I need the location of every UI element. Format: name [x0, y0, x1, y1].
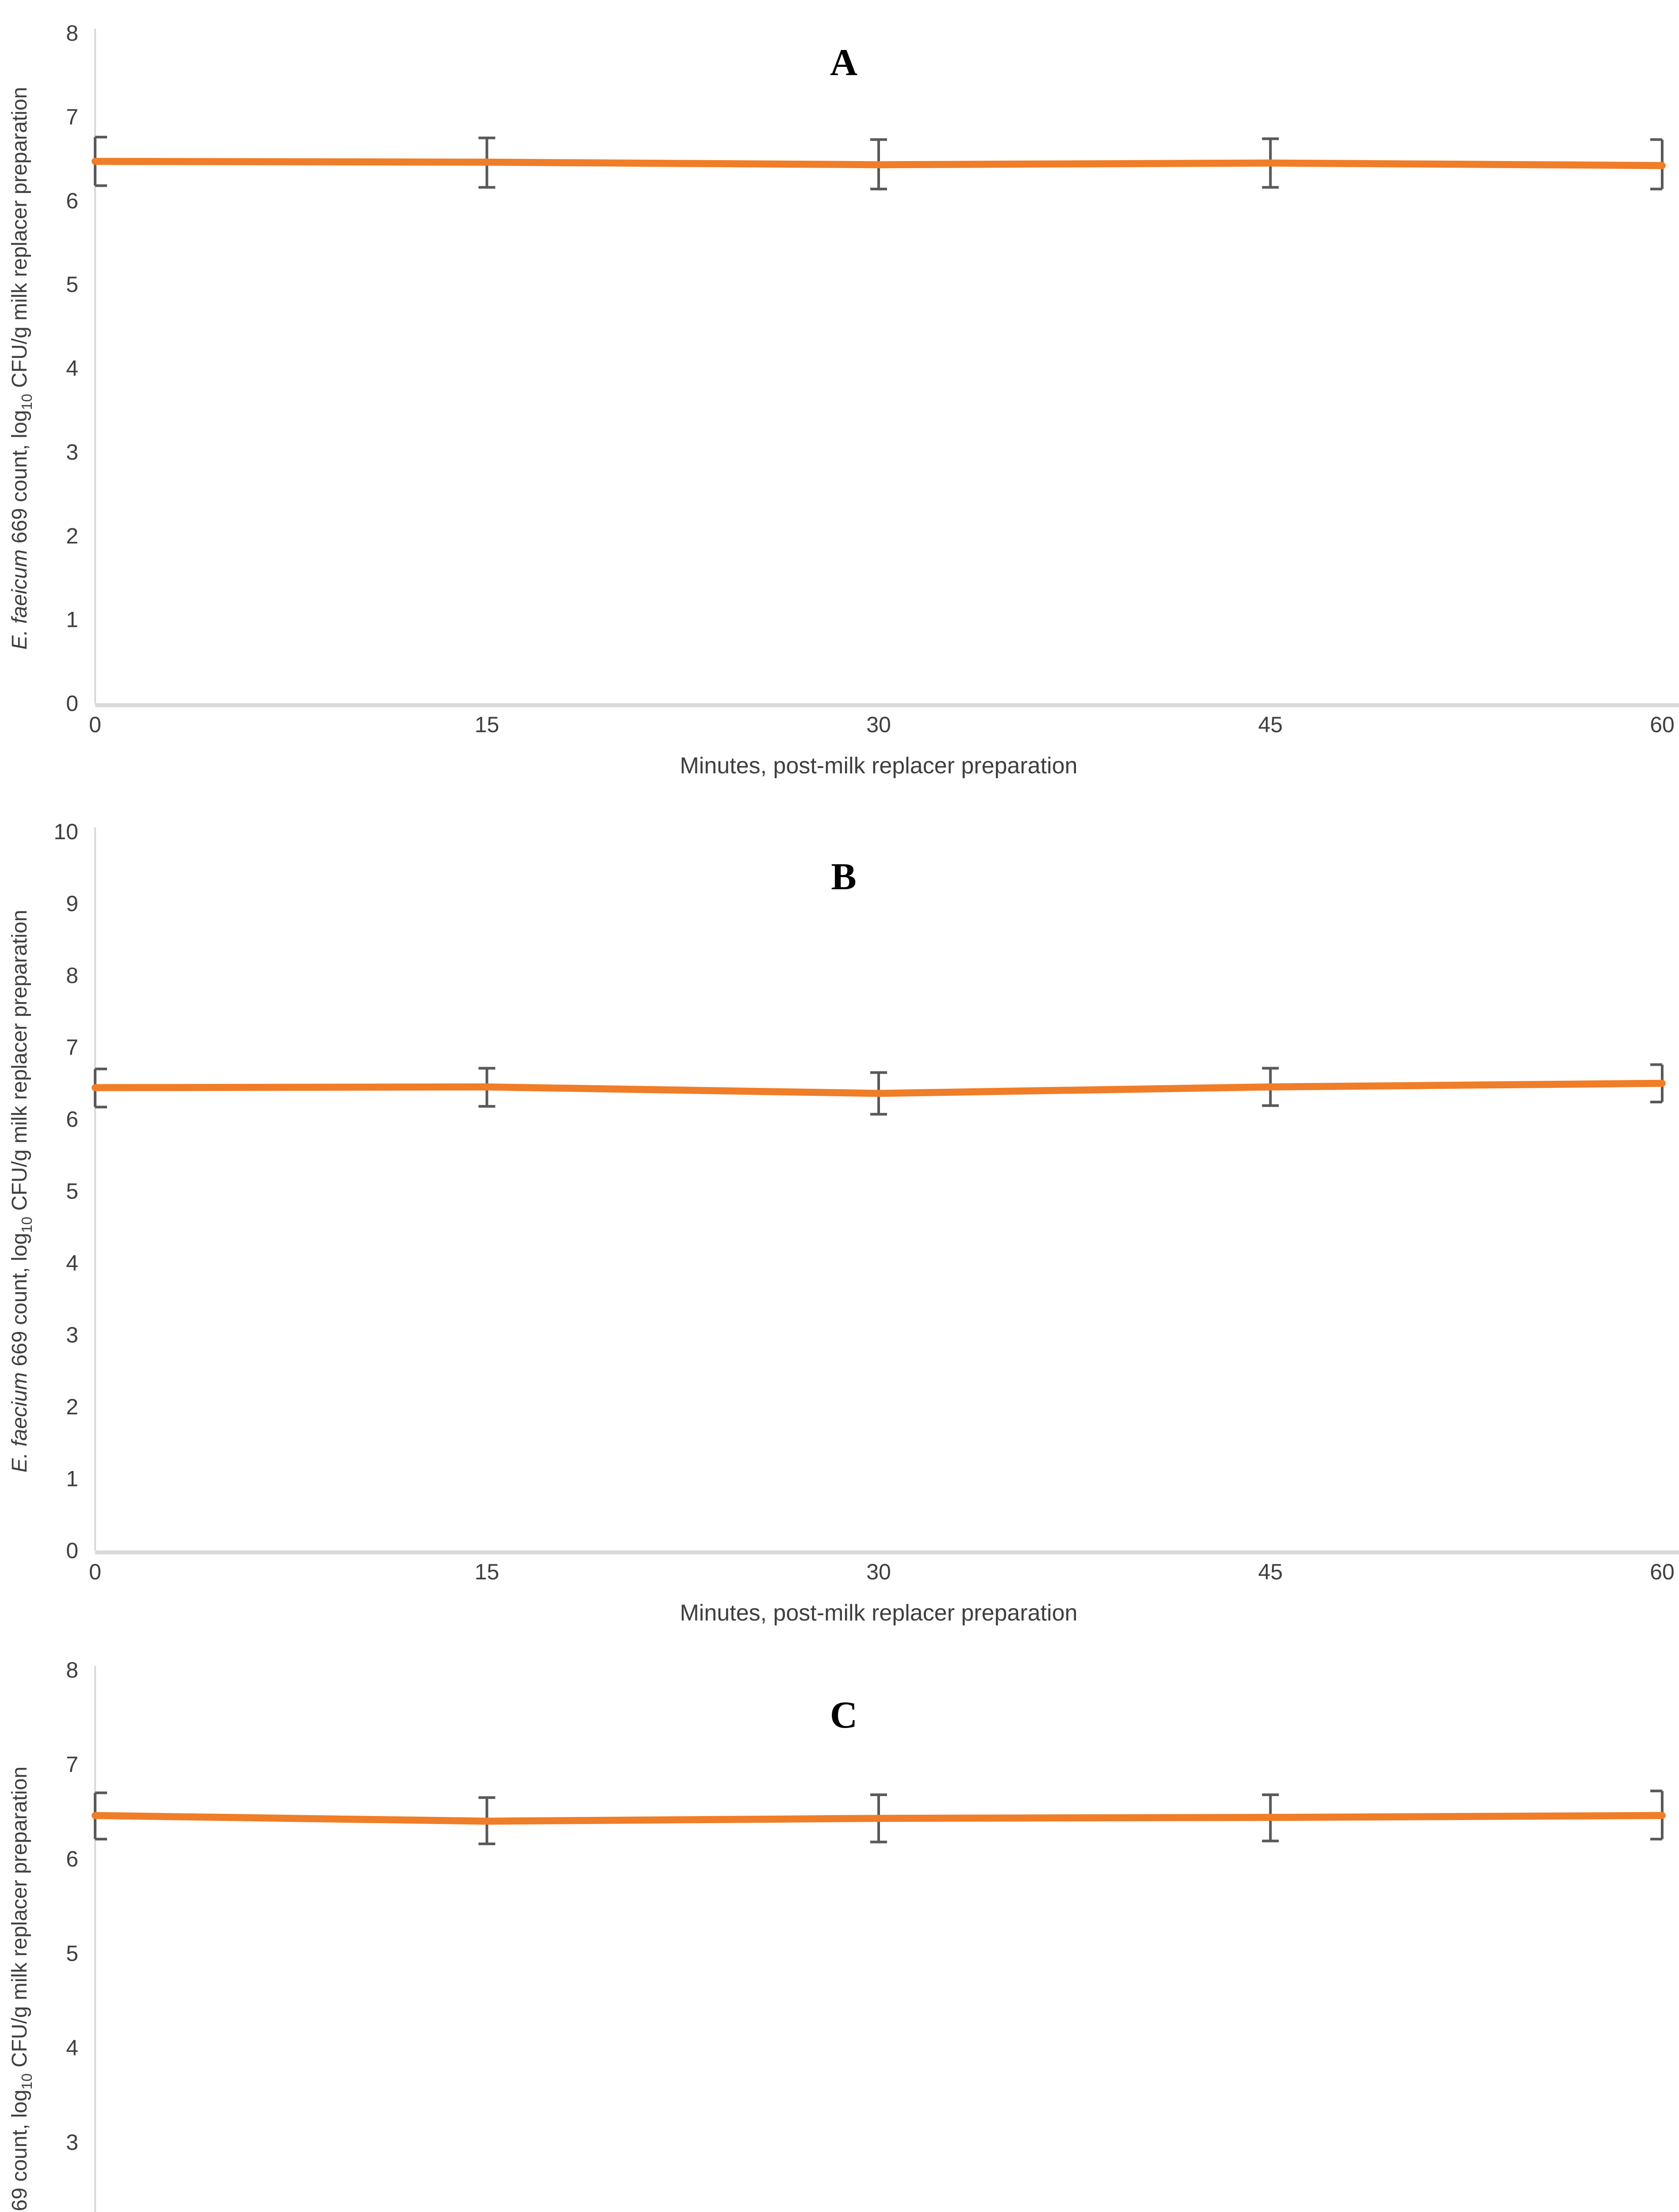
x-tick-label: 15: [475, 712, 499, 737]
figure-panel-b: 0 1 2 3 4 5 6 7 8 9 10 0 15 30 45 60 Minutes, post-milk …: [0, 810, 1679, 1644]
x-tick-label: 60: [1650, 712, 1675, 737]
panel-letter: B: [831, 855, 856, 898]
x-tick-label: 0: [89, 712, 101, 737]
y-axis-title: E. faecium 669 count, log10 CFU/g milk r…: [8, 910, 35, 1473]
x-tick-label: 45: [1258, 1559, 1283, 1584]
y-tick-label: 0: [66, 1538, 78, 1563]
panel-letter: C: [830, 1694, 857, 1736]
y-tick-label: 4: [66, 1251, 78, 1275]
x-axis-title: Minutes, post-milk replacer preparation: [680, 1600, 1078, 1626]
y-tick-label: 7: [66, 1035, 78, 1060]
x-tick-label: 45: [1258, 712, 1283, 737]
data-line: [92, 1812, 1666, 1825]
data-line: [92, 157, 1666, 169]
y-tick-label: 6: [66, 188, 78, 213]
y-tick-label: 5: [66, 272, 78, 297]
y-tick-label: 7: [66, 104, 78, 129]
x-axis-title: Minutes, post-milk replacer preparation: [680, 753, 1078, 779]
y-tick-label: 2: [66, 523, 78, 548]
y-axis-title: E. faeicum 669 count, log10 CFU/g milk r…: [8, 87, 35, 650]
x-tick-label: 15: [475, 1559, 499, 1584]
y-tick-label: 7: [66, 1752, 78, 1777]
x-tick-label: 30: [866, 1559, 891, 1584]
panel-letter: A: [830, 41, 857, 84]
y-tick-label: 0: [66, 691, 78, 716]
data-line: [92, 1079, 1666, 1097]
x-tick-label: 0: [89, 1559, 101, 1584]
y-tick-label: 9: [66, 891, 78, 916]
y-tick-label: 8: [66, 963, 78, 988]
y-tick-label: 6: [66, 1847, 78, 1871]
y-tick-label: 5: [66, 1941, 78, 1966]
y-tick-label: 3: [66, 440, 78, 465]
y-tick-label: 8: [66, 21, 78, 46]
x-tick-label: 60: [1650, 1559, 1675, 1584]
y-tick-label: 8: [66, 1658, 78, 1682]
y-tick-label: 3: [66, 2130, 78, 2155]
y-tick-label: 3: [66, 1323, 78, 1348]
y-tick-label: 4: [66, 356, 78, 381]
y-tick-label: 2: [66, 1394, 78, 1419]
y-tick-label: 5: [66, 1179, 78, 1204]
y-tick-label: 1: [66, 607, 78, 632]
y-axis-title: E. faecium 669 count, log10 CFU/g milk r…: [8, 1767, 35, 2212]
y-tick-label: 4: [66, 2035, 78, 2060]
y-tick-label: 6: [66, 1107, 78, 1132]
y-tick-label: 10: [54, 819, 78, 844]
figure-panel-a: 0 1 2 3 4 5 6 7 8 0 15 30 45 60 Minutes, post-milk rep…: [0, 0, 1679, 810]
x-tick-label: 30: [866, 712, 891, 737]
y-tick-label: 1: [66, 1467, 78, 1491]
